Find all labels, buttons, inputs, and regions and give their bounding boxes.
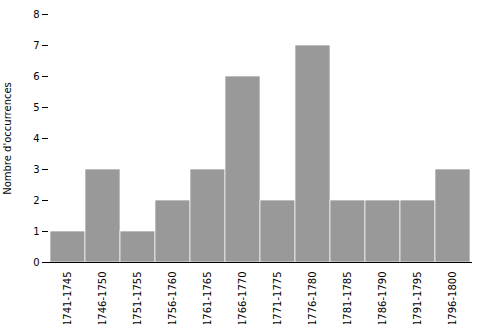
svg-text:6: 6 xyxy=(33,71,39,82)
svg-text:1751-1755: 1751-1755 xyxy=(132,272,143,324)
svg-text:1766-1770: 1766-1770 xyxy=(237,272,248,324)
svg-text:7: 7 xyxy=(33,40,39,51)
svg-text:8: 8 xyxy=(33,9,39,20)
svg-text:1776-1780: 1776-1780 xyxy=(307,272,318,324)
svg-text:5: 5 xyxy=(33,102,39,113)
svg-text:1746-1750: 1746-1750 xyxy=(97,272,108,324)
svg-text:0: 0 xyxy=(33,257,39,268)
svg-text:1761-1765: 1761-1765 xyxy=(202,272,213,324)
svg-text:2: 2 xyxy=(33,195,39,206)
svg-text:1771-1775: 1771-1775 xyxy=(272,272,283,324)
svg-text:1: 1 xyxy=(33,226,39,237)
svg-text:3: 3 xyxy=(33,164,39,175)
svg-text:1741-1745: 1741-1745 xyxy=(62,272,73,324)
svg-text:4: 4 xyxy=(33,133,39,144)
svg-text:1786-1790: 1786-1790 xyxy=(377,272,388,324)
svg-text:1791-1795: 1791-1795 xyxy=(412,272,423,324)
svg-text:1796-1800: 1796-1800 xyxy=(447,272,458,324)
svg-text:1756-1760: 1756-1760 xyxy=(167,272,178,324)
svg-text:1781-1785: 1781-1785 xyxy=(342,272,353,324)
svg-text:Nombre d'occurrences: Nombre d'occurrences xyxy=(2,82,13,195)
